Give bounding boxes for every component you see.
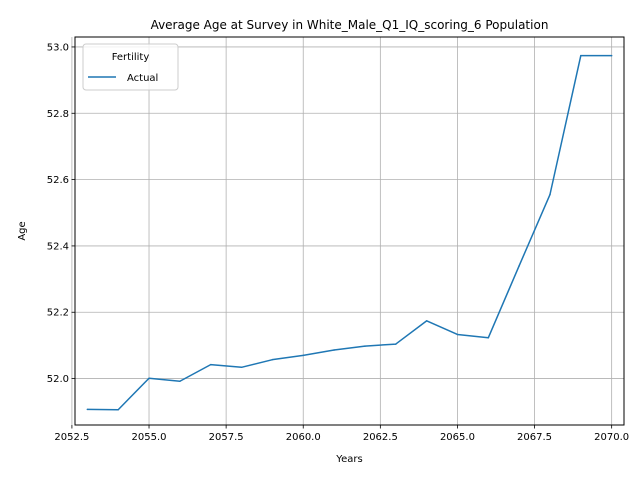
y-tick-label: 52.6	[47, 175, 69, 186]
data-point	[240, 366, 243, 369]
data-point	[333, 349, 335, 351]
x-tick-label: 2062.5	[363, 432, 398, 443]
legend: Fertility Actual	[82, 43, 179, 91]
legend-box	[82, 43, 179, 91]
data-point	[549, 193, 551, 196]
data-point	[487, 337, 490, 339]
chart-title: Average Age at Survey in White_Male_Q1_I…	[151, 18, 549, 32]
data-point	[580, 54, 582, 57]
y-tick-label: 52.4	[47, 241, 69, 252]
data-point	[456, 333, 459, 336]
grid	[71, 37, 624, 425]
series-line-actual	[87, 54, 612, 411]
x-tick-label: 2065.0	[440, 432, 475, 443]
ticks: 2052.5 2055.0 2057.5 2060.0 2062.5 2065.0 2067…	[47, 42, 629, 443]
y-tick-label: 53.0	[47, 42, 69, 53]
data-point	[86, 408, 89, 411]
data-point	[209, 363, 212, 366]
data-point	[271, 358, 274, 361]
data-point	[395, 343, 397, 345]
x-tick-label: 2055.0	[132, 432, 167, 443]
data-point	[425, 320, 428, 322]
y-axis-label: Age	[17, 221, 28, 240]
y-tick-label: 52.8	[47, 109, 69, 120]
x-tick-label: 2057.5	[209, 432, 244, 443]
x-tick-label: 2060.0	[286, 432, 321, 443]
data-point	[117, 409, 119, 411]
data-point	[179, 380, 181, 382]
data-point	[302, 354, 304, 357]
x-axis-label: Years	[335, 454, 362, 465]
series-layer	[86, 54, 613, 411]
plot-frame	[74, 36, 625, 426]
y-tick-label: 52.0	[47, 374, 69, 385]
x-tick-label: 2067.5	[517, 432, 552, 443]
data-point	[148, 377, 150, 379]
data-point	[518, 265, 520, 267]
x-tick-label: 2052.5	[54, 432, 89, 443]
data-point	[610, 54, 613, 57]
x-tick-label: 2070.0	[594, 432, 629, 443]
y-tick-label: 52.2	[47, 308, 69, 319]
legend-title: Fertility	[112, 52, 150, 63]
data-point	[364, 345, 366, 347]
legend-label-actual: Actual	[127, 73, 158, 84]
